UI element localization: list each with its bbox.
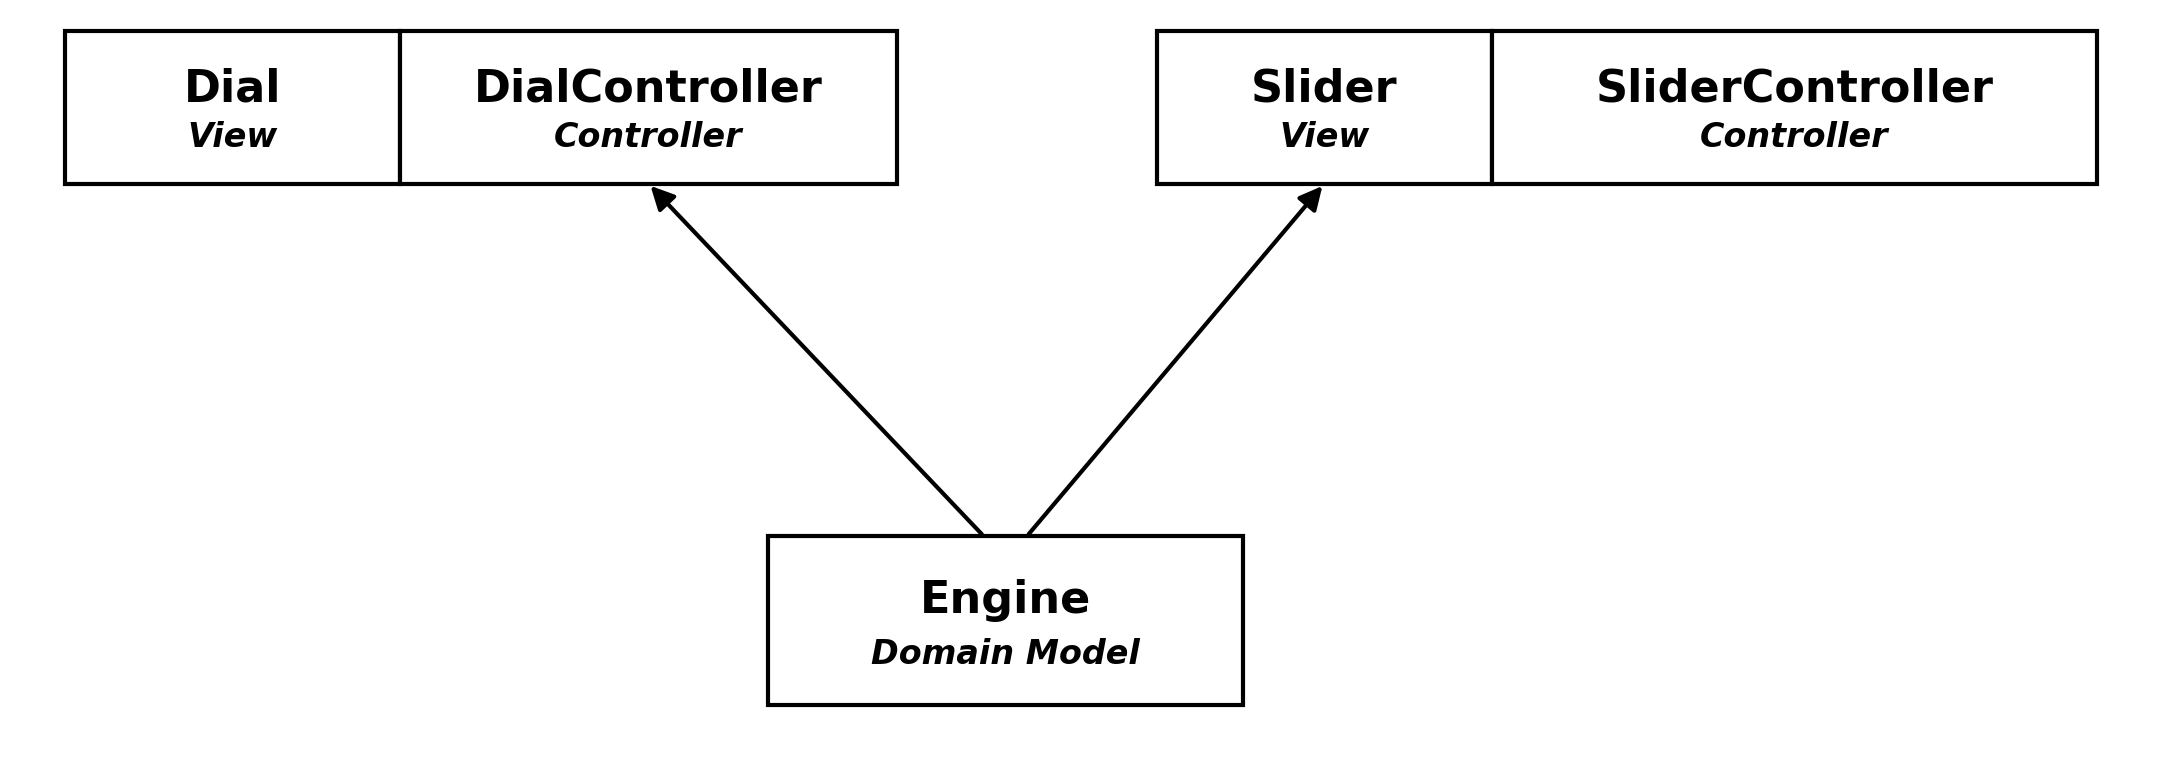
Text: Slider: Slider (1252, 67, 1397, 110)
Text: Engine: Engine (919, 579, 1092, 622)
FancyBboxPatch shape (400, 31, 897, 184)
Text: Domain Model: Domain Model (871, 637, 1139, 671)
Text: Controller: Controller (553, 121, 744, 155)
FancyBboxPatch shape (768, 536, 1243, 705)
FancyBboxPatch shape (65, 31, 400, 184)
FancyBboxPatch shape (1157, 31, 1492, 184)
Text: SliderController: SliderController (1596, 67, 1993, 110)
Text: View: View (1280, 121, 1369, 155)
FancyBboxPatch shape (1492, 31, 2097, 184)
Text: Dial: Dial (184, 67, 281, 110)
Text: Controller: Controller (1699, 121, 1890, 155)
Text: View: View (188, 121, 277, 155)
Text: DialController: DialController (473, 67, 824, 110)
